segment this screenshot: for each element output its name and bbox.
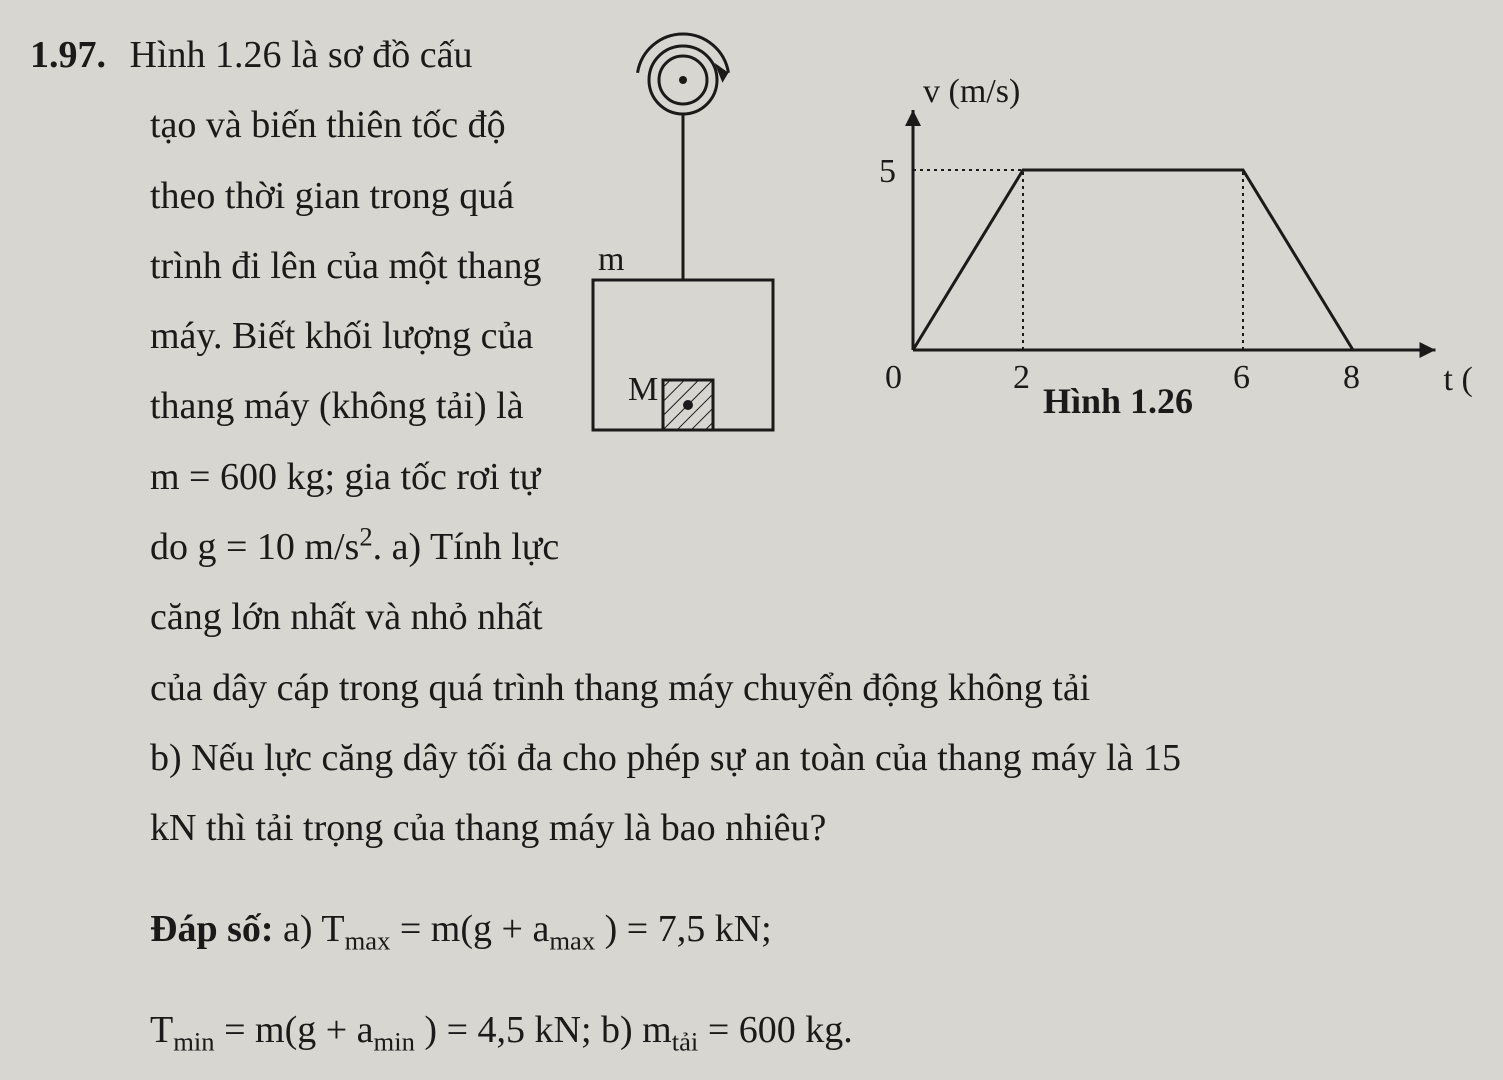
svg-text:8: 8 — [1343, 359, 1360, 396]
figure-caption: Hình 1.26 — [1043, 380, 1193, 422]
text-line-8a: do g = 10 m/s — [150, 526, 359, 568]
svg-text:m: m — [598, 241, 624, 278]
elevator-diagram: mM — [563, 20, 823, 440]
problem-number: 1.97. — [30, 20, 120, 90]
velocity-time-graph: v (m/s) t ( 0 5 2 6 8 — [853, 50, 1473, 430]
text-line-9: căng lớn nhất và nhỏ nhất — [30, 582, 1473, 652]
page: mM v (m/s)t (05268 Hình 1.26 1.97. Hình … — [0, 0, 1503, 1080]
sub-max-1: max — [345, 925, 391, 955]
answer-b-mid2: ) = 4,5 kN; b) m — [415, 1009, 672, 1051]
text-line-8b: . a) Tính lực — [373, 526, 560, 568]
answer-b-end: = 600 kg. — [698, 1009, 852, 1051]
svg-text:6: 6 — [1233, 359, 1250, 396]
svg-text:0: 0 — [885, 359, 902, 396]
text-line-11: b) Nếu lực căng dây tối đa cho phép sự a… — [30, 723, 1473, 793]
text-line-1: Hình 1.26 là sơ đồ cấu — [130, 34, 473, 76]
text-line-7a: m = 600 kg; gia tốc rơi tự — [150, 456, 540, 498]
text-line-7: m = 600 kg; gia tốc rơi tự — [30, 442, 1473, 512]
answer-label: Đáp số: — [150, 908, 274, 950]
sub-min-2: min — [374, 1027, 415, 1057]
text-line-12: kN thì tải trọng của thang máy là bao nh… — [30, 793, 1473, 863]
answer-line-b: Tmin = m(g + amin ) = 4,5 kN; b) mtải = … — [30, 995, 1473, 1067]
answer-b-prefix: T — [150, 1009, 173, 1051]
text-line-10: của dây cáp trong quá trình thang máy ch… — [30, 653, 1473, 723]
svg-text:M: M — [628, 371, 658, 408]
figure-wrap: mM v (m/s)t (05268 Hình 1.26 — [563, 20, 1473, 440]
answer-a-prefix: a) T — [274, 908, 345, 950]
text-line-8: do g = 10 m/s2. a) Tính lực — [30, 512, 1473, 582]
sub-tai: tải — [672, 1027, 699, 1057]
sub-min-1: min — [173, 1027, 214, 1057]
sub-max-2: max — [549, 925, 595, 955]
svg-text:v (m/s): v (m/s) — [923, 73, 1020, 110]
answer-line-a: Đáp số: a) Tmax = m(g + amax ) = 7,5 kN; — [30, 894, 1473, 966]
svg-text:5: 5 — [879, 153, 896, 190]
svg-text:2: 2 — [1013, 359, 1030, 396]
answer-a-end: ) = 7,5 kN; — [595, 908, 772, 950]
svg-text:t (: t ( — [1444, 361, 1473, 398]
sup-2: 2 — [359, 521, 372, 551]
answer-a-mid: = m(g + a — [390, 908, 549, 950]
answer-b-mid: = m(g + a — [215, 1009, 374, 1051]
